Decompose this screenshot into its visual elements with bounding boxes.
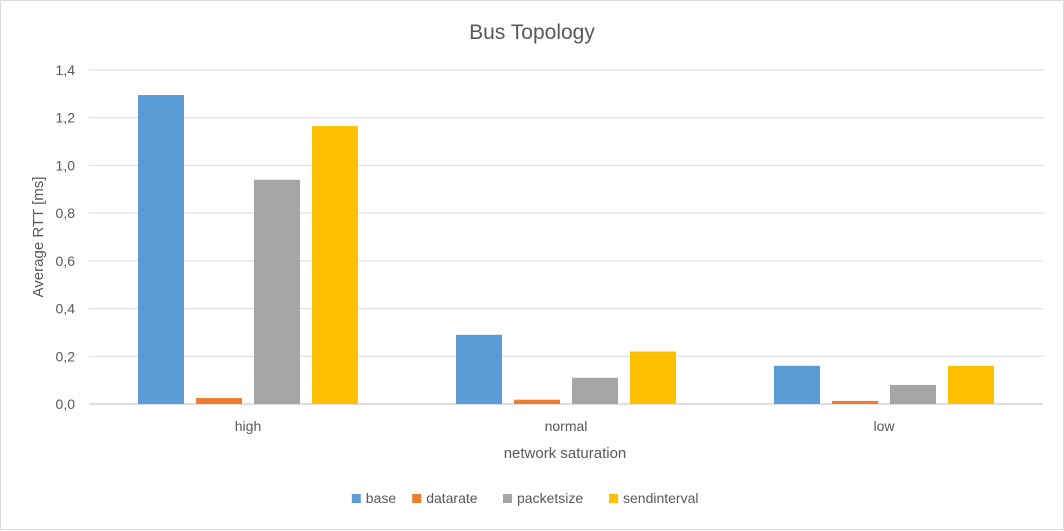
legend-label: base (366, 490, 397, 506)
legend-swatch (412, 494, 422, 503)
bar-datarate-high (196, 398, 242, 404)
legend-swatch (503, 494, 512, 503)
x-tick-label: low (873, 418, 895, 434)
legend-item-datarate: datarate (412, 490, 478, 506)
legend-label: packetsize (517, 490, 583, 506)
bar-sendinterval-high (312, 126, 358, 405)
legend-item-base: base (351, 490, 397, 506)
chart-title: Bus Topology (469, 21, 595, 44)
x-axis-label: network saturation (504, 445, 627, 462)
legend-label: datarate (426, 490, 478, 506)
y-tick-label: 1,2 (56, 110, 76, 126)
legend-swatch (351, 494, 361, 503)
y-tick-label: 1,4 (56, 62, 76, 78)
legend: base datarate packetsize sendinterval (351, 490, 699, 506)
legend-item-sendinterval: sendinterval (609, 490, 699, 506)
bar-datarate-low (832, 400, 878, 404)
legend-swatch (609, 494, 618, 503)
bar-sendinterval-low (948, 365, 994, 404)
bar-base-high (138, 95, 184, 405)
y-axis-ticks: 0,0 0,2 0,4 0,6 0,8 1,0 1,2 1,4 (56, 62, 76, 412)
x-axis-ticks: high normal low (235, 418, 896, 434)
bar-sendinterval-normal (630, 351, 676, 404)
y-tick-label: 0,0 (56, 396, 76, 412)
y-tick-label: 0,8 (56, 205, 76, 221)
x-tick-label: high (235, 418, 261, 434)
y-tick-label: 0,2 (56, 348, 76, 364)
legend-label: sendinterval (623, 490, 699, 506)
y-tick-label: 1,0 (56, 157, 76, 173)
bar-base-normal (456, 334, 502, 404)
bar-packetsize-low (890, 384, 936, 404)
legend-item-packetsize: packetsize (503, 490, 583, 506)
bar-packetsize-high (254, 179, 300, 404)
bar-base-low (774, 365, 820, 404)
bars (138, 95, 994, 405)
bar-packetsize-normal (572, 377, 618, 404)
gridlines (89, 69, 1043, 405)
bar-datarate-normal (514, 399, 560, 404)
x-tick-label: normal (545, 418, 588, 434)
y-axis-label: Average RTT [ms] (30, 177, 47, 298)
y-tick-label: 0,6 (56, 253, 76, 269)
y-tick-label: 0,4 (56, 301, 76, 317)
